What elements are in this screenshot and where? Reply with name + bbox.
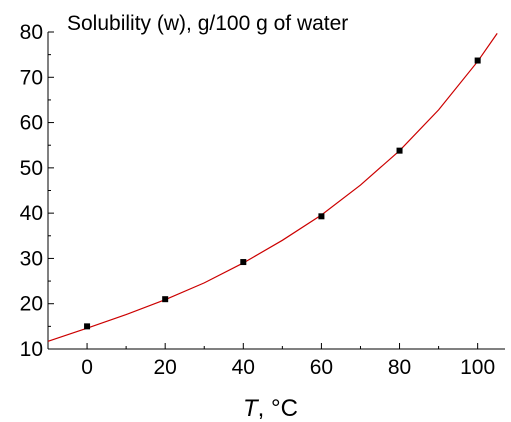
x-tick-label: 60: [310, 356, 333, 379]
y-tick-label: 40: [20, 202, 43, 225]
x-tick-label: 0: [81, 356, 93, 379]
data-points: [84, 57, 481, 330]
data-point: [84, 323, 91, 330]
x-tick-label: 100: [460, 356, 495, 379]
fit-curve: [47, 33, 498, 342]
x-ticks: 0 20 40 60 80 100: [47, 343, 495, 379]
y-tick-label: 10: [20, 338, 43, 361]
x-tick-label: 20: [153, 356, 176, 379]
data-point: [318, 213, 325, 220]
x-tick-label: 80: [388, 356, 411, 379]
y-tick-label: 60: [20, 112, 43, 135]
y-tick-label: 50: [20, 157, 43, 180]
data-point: [162, 296, 169, 303]
x-axis-label-var: T: [243, 395, 260, 422]
y-ticks: 10 20 30 40 50 60 70 80: [20, 21, 54, 361]
y-tick-label: 30: [20, 247, 43, 270]
data-point: [240, 259, 247, 266]
y-tick-label: 80: [20, 21, 43, 44]
y-tick-label: 20: [20, 293, 43, 316]
x-axis-label-unit: , °C: [258, 395, 298, 422]
x-axis-label: T, °C: [243, 395, 298, 422]
axes: [47, 32, 505, 350]
y-tick-label: 70: [20, 66, 43, 89]
data-point: [396, 147, 403, 154]
data-point: [474, 57, 481, 64]
x-tick-label: 40: [232, 356, 255, 379]
chart-title: Solubility (w), g/100 g of water: [67, 12, 348, 35]
